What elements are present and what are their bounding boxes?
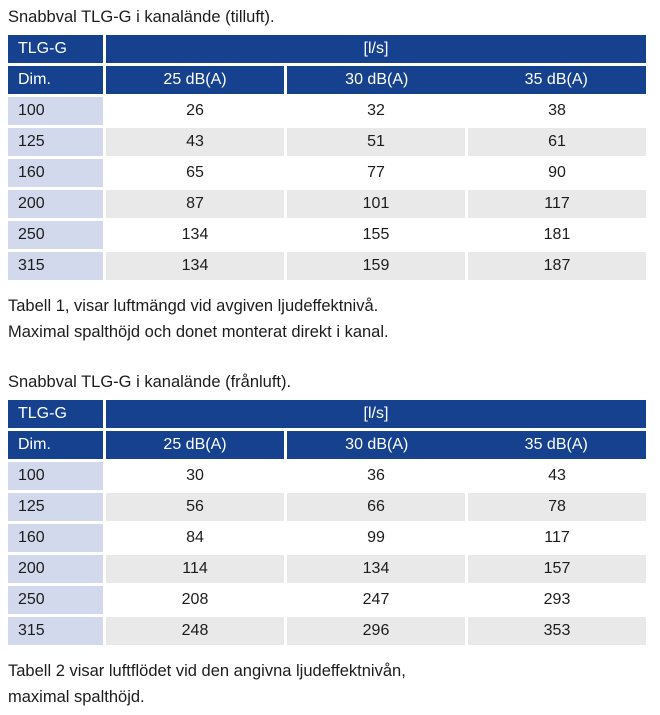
table-body-franluft: 100 30 36 43 125 56 66 78 160 84 99 117 200 114 134 157… xyxy=(8,462,646,645)
col-header-group: 30 dB(A) 35 dB(A) xyxy=(287,431,646,459)
table-row: 200 87 101 117 xyxy=(8,190,646,218)
table-row: 100 26 32 38 xyxy=(8,97,646,125)
header-row-unit: TLG-G [l/s] xyxy=(8,400,646,428)
value-cell: 187 xyxy=(468,252,646,280)
value-cell: 77 xyxy=(287,159,465,187)
value-cell: 114 xyxy=(106,555,284,583)
value-cell: 56 xyxy=(106,493,284,521)
value-cell: 78 xyxy=(468,493,646,521)
table-row: 160 65 77 90 xyxy=(8,159,646,187)
table-row: 160 84 99 117 xyxy=(8,524,646,552)
corner-label: TLG-G xyxy=(8,35,103,63)
value-cell: 181 xyxy=(468,221,646,249)
dim-cell: 200 xyxy=(8,190,103,218)
section-title-tilluft: Snabbval TLG-G i kanalände (tilluft). xyxy=(8,8,275,26)
value-cell: 134 xyxy=(106,221,284,249)
corner-label: TLG-G xyxy=(8,400,103,428)
col-header-group: 30 dB(A) 35 dB(A) xyxy=(287,66,646,94)
table-header: TLG-G [l/s] Dim. 25 dB(A) 30 dB(A) 35 dB… xyxy=(8,35,646,94)
dim-cell: 100 xyxy=(8,462,103,490)
table-franluft: TLG-G [l/s] Dim. 25 dB(A) 30 dB(A) 35 dB… xyxy=(5,397,649,648)
value-cell: 43 xyxy=(468,462,646,490)
table-row: 250 134 155 181 xyxy=(8,221,646,249)
value-cell: 84 xyxy=(106,524,284,552)
value-cell: 65 xyxy=(106,159,284,187)
dim-cell: 250 xyxy=(8,221,103,249)
dim-cell: 250 xyxy=(8,586,103,614)
value-cell: 90 xyxy=(468,159,646,187)
caption-tabell-1: Tabell 1, visar luftmängd vid avgiven lj… xyxy=(8,293,652,345)
dim-header: Dim. xyxy=(8,431,103,459)
dim-cell: 125 xyxy=(8,128,103,156)
value-cell: 101 xyxy=(287,190,465,218)
table-tilluft: TLG-G [l/s] Dim. 25 dB(A) 30 dB(A) 35 dB… xyxy=(5,32,649,283)
value-cell: 117 xyxy=(468,524,646,552)
dim-cell: 160 xyxy=(8,524,103,552)
dim-cell: 160 xyxy=(8,159,103,187)
table-row: 100 30 36 43 xyxy=(8,462,646,490)
table-row: 125 43 51 61 xyxy=(8,128,646,156)
dim-cell: 100 xyxy=(8,97,103,125)
dim-header: Dim. xyxy=(8,66,103,94)
value-cell: 117 xyxy=(468,190,646,218)
header-row-columns: Dim. 25 dB(A) 30 dB(A) 35 dB(A) xyxy=(8,431,646,459)
value-cell: 87 xyxy=(106,190,284,218)
table-row: 125 56 66 78 xyxy=(8,493,646,521)
value-cell: 61 xyxy=(468,128,646,156)
table-header: TLG-G [l/s] Dim. 25 dB(A) 30 dB(A) 35 dB… xyxy=(8,400,646,459)
col-header-30db: 30 dB(A) xyxy=(345,71,409,88)
value-cell: 157 xyxy=(468,555,646,583)
col-header-25db: 25 dB(A) xyxy=(106,66,284,94)
value-cell: 248 xyxy=(106,617,284,645)
value-cell: 296 xyxy=(287,617,465,645)
dim-cell: 315 xyxy=(8,252,103,280)
caption-line: Maximal spalthöjd och donet monterat dir… xyxy=(8,323,389,341)
unit-label: [l/s] xyxy=(106,35,646,63)
col-header-30db: 30 dB(A) xyxy=(345,436,409,453)
section-title-franluft: Snabbval TLG-G i kanalände (frånluft). xyxy=(8,373,292,391)
header-row-unit: TLG-G [l/s] xyxy=(8,35,646,63)
table-row: 315 134 159 187 xyxy=(8,252,646,280)
value-cell: 26 xyxy=(106,97,284,125)
value-cell: 32 xyxy=(287,97,465,125)
value-cell: 134 xyxy=(106,252,284,280)
value-cell: 99 xyxy=(287,524,465,552)
value-cell: 51 xyxy=(287,128,465,156)
value-cell: 30 xyxy=(106,462,284,490)
table-row: 250 208 247 293 xyxy=(8,586,646,614)
col-header-35db: 35 dB(A) xyxy=(524,71,588,88)
dim-cell: 315 xyxy=(8,617,103,645)
value-cell: 36 xyxy=(287,462,465,490)
col-header-35db: 35 dB(A) xyxy=(524,436,588,453)
value-cell: 66 xyxy=(287,493,465,521)
value-cell: 155 xyxy=(287,221,465,249)
header-row-columns: Dim. 25 dB(A) 30 dB(A) 35 dB(A) xyxy=(8,66,646,94)
unit-label: [l/s] xyxy=(106,400,646,428)
caption-line: Tabell 2 visar luftflödet vid den angivn… xyxy=(8,662,406,680)
section-tilluft: Snabbval TLG-G i kanalände (tilluft). TL… xyxy=(8,8,652,345)
value-cell: 208 xyxy=(106,586,284,614)
caption-line: Tabell 1, visar luftmängd vid avgiven lj… xyxy=(8,297,379,315)
dim-cell: 125 xyxy=(8,493,103,521)
col-header-25db: 25 dB(A) xyxy=(106,431,284,459)
value-cell: 159 xyxy=(287,252,465,280)
value-cell: 293 xyxy=(468,586,646,614)
value-cell: 247 xyxy=(287,586,465,614)
value-cell: 134 xyxy=(287,555,465,583)
dim-cell: 200 xyxy=(8,555,103,583)
table-body-tilluft: 100 26 32 38 125 43 51 61 160 65 77 90 200 87 101 117 25… xyxy=(8,97,646,280)
value-cell: 43 xyxy=(106,128,284,156)
caption-tabell-2: Tabell 2 visar luftflödet vid den angivn… xyxy=(8,658,652,710)
caption-line: maximal spalthöjd. xyxy=(8,688,145,706)
value-cell: 38 xyxy=(468,97,646,125)
table-row: 200 114 134 157 xyxy=(8,555,646,583)
section-franluft: Snabbval TLG-G i kanalände (frånluft). T… xyxy=(8,373,652,710)
table-row: 315 248 296 353 xyxy=(8,617,646,645)
value-cell: 353 xyxy=(468,617,646,645)
